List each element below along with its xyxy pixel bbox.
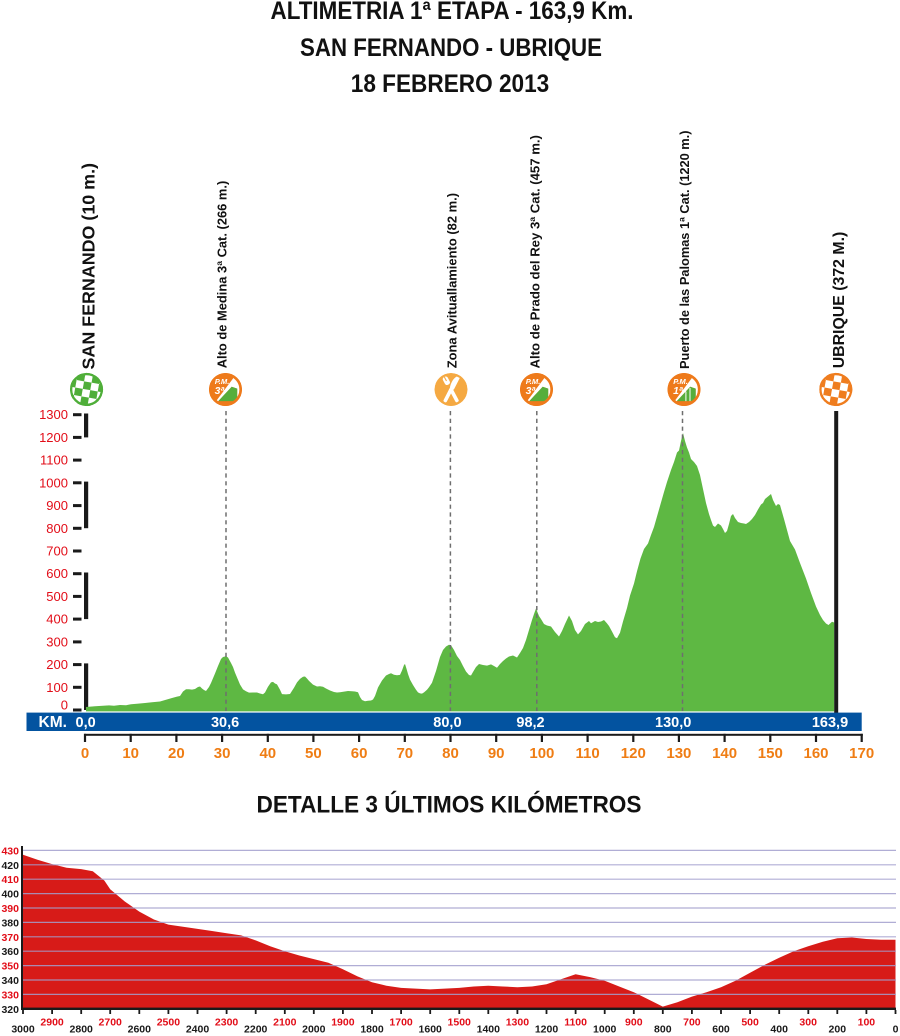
- svg-text:1400: 1400: [477, 1024, 501, 1036]
- svg-text:330: 330: [1, 989, 19, 1001]
- svg-text:600: 600: [46, 566, 68, 581]
- svg-text:1300: 1300: [506, 1017, 530, 1029]
- svg-text:100: 100: [46, 680, 68, 695]
- svg-text:20: 20: [168, 745, 185, 762]
- svg-text:380: 380: [1, 917, 19, 929]
- svg-text:500: 500: [741, 1017, 759, 1029]
- svg-text:200: 200: [46, 657, 68, 672]
- svg-text:400: 400: [46, 612, 68, 627]
- svg-text:360: 360: [1, 946, 19, 958]
- svg-text:1500: 1500: [448, 1017, 472, 1029]
- svg-text:2000: 2000: [302, 1024, 326, 1036]
- svg-text:800: 800: [46, 521, 68, 536]
- svg-text:Zona Avituallamiento (82 m.): Zona Avituallamiento (82 m.): [445, 193, 460, 368]
- svg-text:UBRIQUE (372 M.): UBRIQUE (372 M.): [831, 232, 848, 369]
- svg-text:P.M.: P.M.: [215, 377, 230, 386]
- svg-text:900: 900: [625, 1017, 643, 1029]
- svg-text:110: 110: [575, 745, 599, 762]
- svg-text:3ª: 3ª: [526, 386, 537, 397]
- svg-text:400: 400: [770, 1024, 788, 1036]
- svg-text:98,2: 98,2: [516, 715, 544, 731]
- svg-text:1200: 1200: [535, 1024, 559, 1036]
- svg-text:400: 400: [1, 889, 19, 901]
- svg-text:2400: 2400: [186, 1024, 210, 1036]
- svg-text:60: 60: [351, 745, 368, 762]
- svg-text:2700: 2700: [99, 1017, 123, 1029]
- svg-text:1900: 1900: [331, 1017, 355, 1029]
- svg-text:200: 200: [829, 1024, 847, 1036]
- svg-text:Puerto de las Palomas 1ª Cat.: Puerto de las Palomas 1ª Cat. (1220 m.): [677, 131, 692, 370]
- svg-text:1600: 1600: [419, 1024, 443, 1036]
- svg-text:ALTIMETRIA 1ª ETAPA - 163,9 Km: ALTIMETRIA 1ª ETAPA - 163,9 Km.: [271, 0, 634, 25]
- svg-text:370: 370: [1, 932, 19, 944]
- svg-text:0: 0: [893, 1024, 899, 1036]
- svg-text:160: 160: [803, 745, 828, 762]
- svg-text:410: 410: [1, 874, 19, 886]
- svg-text:30,6: 30,6: [211, 715, 239, 731]
- svg-text:3ª: 3ª: [215, 386, 226, 397]
- svg-text:350: 350: [1, 961, 19, 973]
- svg-text:Alto de Medina 3ª Cat. (266 m.: Alto de Medina 3ª Cat. (266 m.): [215, 181, 230, 369]
- svg-text:900: 900: [46, 498, 68, 513]
- svg-text:320: 320: [1, 1004, 19, 1016]
- svg-text:163,9: 163,9: [812, 715, 848, 731]
- svg-text:100: 100: [529, 745, 554, 762]
- svg-text:18 FEBRERO 2013: 18 FEBRERO 2013: [351, 70, 550, 98]
- svg-text:1200: 1200: [39, 430, 68, 445]
- svg-text:SAN FERNANDO (10 m.): SAN FERNANDO (10 m.): [79, 163, 99, 370]
- svg-text:600: 600: [712, 1024, 730, 1036]
- svg-text:390: 390: [1, 903, 19, 915]
- svg-text:2200: 2200: [244, 1024, 268, 1036]
- svg-text:2300: 2300: [215, 1017, 239, 1029]
- svg-text:1000: 1000: [593, 1024, 617, 1036]
- svg-text:300: 300: [799, 1017, 817, 1029]
- svg-text:140: 140: [712, 745, 737, 762]
- svg-text:800: 800: [654, 1024, 672, 1036]
- svg-text:3000: 3000: [11, 1024, 35, 1036]
- svg-text:0: 0: [61, 698, 68, 713]
- svg-text:430: 430: [1, 845, 19, 857]
- svg-text:40: 40: [259, 745, 276, 762]
- svg-text:2600: 2600: [128, 1024, 152, 1036]
- svg-text:300: 300: [46, 634, 68, 649]
- svg-text:10: 10: [122, 745, 139, 762]
- svg-text:700: 700: [683, 1017, 701, 1029]
- svg-text:2900: 2900: [40, 1017, 64, 1029]
- svg-text:340: 340: [1, 975, 19, 987]
- svg-text:2100: 2100: [273, 1017, 297, 1029]
- svg-text:1800: 1800: [360, 1024, 384, 1036]
- svg-text:1100: 1100: [564, 1017, 587, 1029]
- svg-text:Alto de Prado del Rey 3ª Cat.: Alto de Prado del Rey 3ª Cat. (457 m.): [527, 135, 542, 368]
- svg-text:P.M.: P.M.: [673, 377, 688, 386]
- svg-text:80: 80: [442, 745, 459, 762]
- svg-text:30: 30: [214, 745, 231, 762]
- svg-text:1ª: 1ª: [673, 386, 684, 397]
- svg-text:KM.: KM.: [39, 714, 67, 731]
- svg-text:130,0: 130,0: [655, 715, 691, 731]
- svg-text:420: 420: [1, 860, 19, 872]
- svg-text:DETALLE 3 ÚLTIMOS KILÓMETROS: DETALLE 3 ÚLTIMOS KILÓMETROS: [257, 790, 642, 818]
- svg-text:1300: 1300: [39, 407, 68, 422]
- svg-text:500: 500: [46, 589, 68, 604]
- svg-text:50: 50: [305, 745, 322, 762]
- svg-text:700: 700: [46, 544, 68, 559]
- svg-text:130: 130: [666, 745, 691, 762]
- svg-text:0: 0: [81, 745, 89, 762]
- svg-text:1100: 1100: [40, 453, 68, 468]
- svg-text:150: 150: [758, 745, 783, 762]
- svg-text:170: 170: [849, 745, 874, 762]
- svg-text:SAN FERNANDO - UBRIQUE: SAN FERNANDO - UBRIQUE: [300, 34, 602, 62]
- svg-text:1700: 1700: [389, 1017, 413, 1029]
- svg-text:P.M.: P.M.: [526, 377, 541, 386]
- svg-text:80,0: 80,0: [433, 715, 461, 731]
- svg-text:2800: 2800: [70, 1024, 94, 1036]
- svg-text:1000: 1000: [39, 475, 68, 490]
- svg-text:70: 70: [396, 745, 413, 762]
- svg-text:2500: 2500: [157, 1017, 181, 1029]
- svg-text:100: 100: [858, 1017, 876, 1029]
- svg-text:120: 120: [621, 745, 646, 762]
- svg-text:0,0: 0,0: [76, 715, 96, 731]
- svg-text:90: 90: [488, 745, 505, 762]
